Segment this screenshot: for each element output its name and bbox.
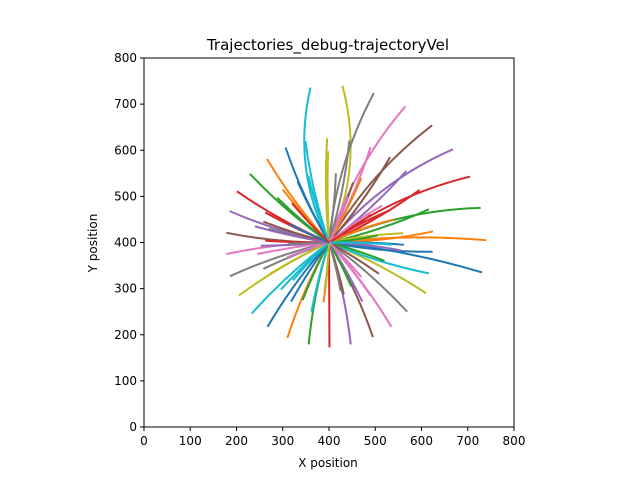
y-tick-label-200: 200 [114, 328, 137, 342]
x-tick-label-0: 0 [140, 434, 148, 448]
x-tick-label-700: 700 [456, 434, 479, 448]
trajectory-line-71 [326, 151, 330, 243]
y-tick-label-500: 500 [114, 189, 137, 203]
x-tick-label-100: 100 [179, 434, 202, 448]
trajectory-line-70 [307, 175, 330, 243]
trajectory-line-72 [328, 173, 337, 243]
y-tick-label-100: 100 [114, 374, 137, 388]
x-axis-ticks: 0 100 200 300 400 500 600 700 800 [140, 427, 525, 448]
y-axis-ticks: 0 100 200 300 400 500 600 700 800 [114, 51, 144, 434]
trajectory-line-54 [310, 242, 330, 312]
x-tick-label-800: 800 [503, 434, 526, 448]
trajectory-line-12 [328, 241, 408, 313]
chart-title: Trajectories_debug-trajectoryVel [206, 36, 449, 55]
trajectory-line-87 [291, 202, 330, 244]
trajectory-line-83 [292, 241, 330, 281]
trajectory-lines [226, 85, 487, 348]
trajectory-line-81 [328, 242, 342, 292]
trajectory-line-79 [328, 241, 392, 246]
trajectory-line-56 [290, 241, 330, 303]
x-tick-label-300: 300 [271, 434, 294, 448]
trajectory-line-75 [328, 196, 349, 243]
trajectory-line-69 [296, 181, 330, 244]
trajectory-line-32 [328, 140, 351, 243]
x-tick-label-200: 200 [225, 434, 248, 448]
x-tick-label-600: 600 [410, 434, 433, 448]
trajectory-line-4 [328, 105, 407, 243]
x-tick-label-500: 500 [364, 434, 387, 448]
trajectory-line-66 [254, 225, 330, 244]
trajectory-line-34 [328, 156, 391, 244]
y-tick-label-700: 700 [114, 97, 137, 111]
trajectory-line-48 [328, 241, 380, 275]
trajectory-line-40 [328, 241, 430, 275]
trajectory-line-19 [266, 241, 330, 328]
y-tick-label-800: 800 [114, 51, 137, 65]
trajectory-line-10 [328, 241, 483, 274]
y-tick-label-400: 400 [114, 236, 137, 250]
y-axis-label: Y position [86, 214, 100, 274]
x-axis-label: X position [298, 456, 358, 470]
trajectory-line-82 [323, 242, 330, 292]
trajectory-line-39 [328, 241, 433, 253]
y-tick-label-0: 0 [129, 420, 137, 434]
trajectory-line-47 [328, 241, 385, 262]
y-tick-label-300: 300 [114, 282, 137, 296]
y-tick-label-600: 600 [114, 143, 137, 157]
trajectory-line-76 [328, 214, 372, 244]
trajectory-line-80 [328, 241, 363, 278]
x-tick-label-400: 400 [318, 434, 341, 448]
trajectory-line-85 [288, 241, 330, 245]
trajectory-line-1 [303, 87, 330, 243]
trajectory-line-86 [289, 223, 330, 244]
